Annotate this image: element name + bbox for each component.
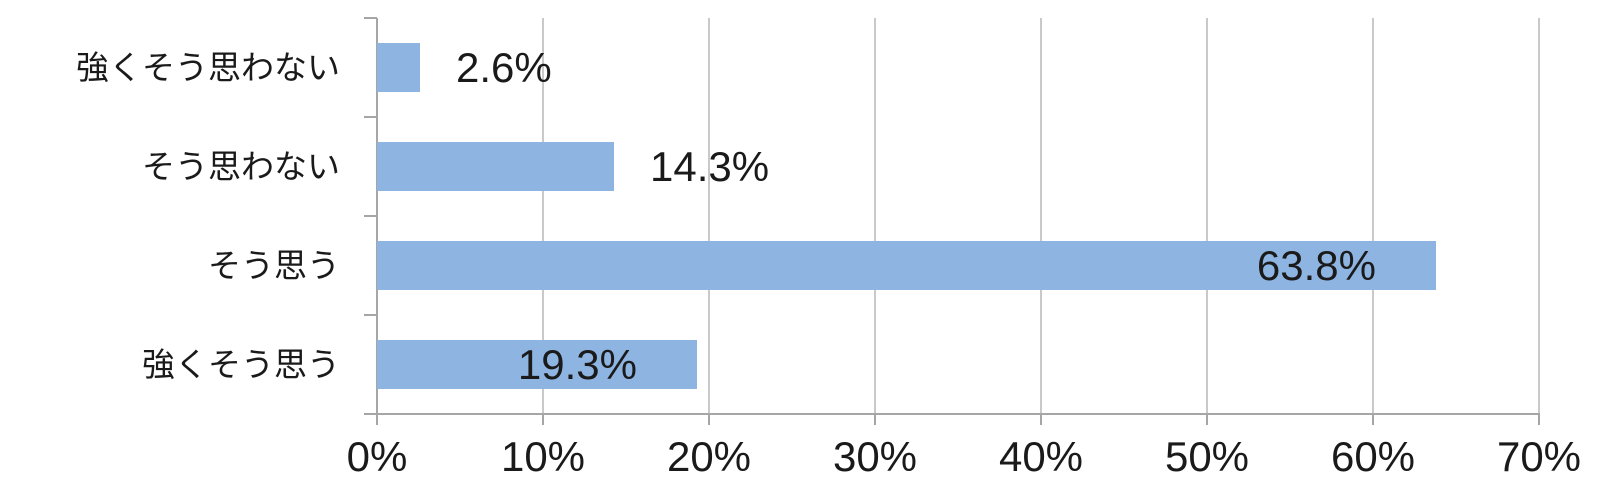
value-label: 63.8% [1256, 242, 1376, 289]
bar [377, 142, 614, 191]
x-axis-tick [1206, 414, 1208, 425]
value-label: 2.6% [456, 44, 552, 91]
x-gridline [708, 18, 710, 414]
x-axis-line [364, 413, 1540, 415]
y-axis-line [376, 18, 378, 414]
x-axis-tick-label: 70% [1496, 433, 1582, 480]
category-label: そう思わない [142, 148, 340, 185]
x-gridline [1206, 18, 1208, 414]
x-axis-tick [542, 414, 544, 425]
value-label: 19.3% [517, 341, 637, 388]
bar [377, 340, 697, 389]
category-label: 強くそう思わない [76, 49, 340, 86]
x-axis-tick [874, 414, 876, 425]
y-axis-tick [364, 314, 377, 316]
x-axis-tick-label: 50% [1164, 433, 1250, 480]
x-gridline [542, 18, 544, 414]
x-axis-tick-label: 20% [666, 433, 752, 480]
x-axis-tick-label: 30% [832, 433, 918, 480]
bar [377, 241, 1436, 290]
y-axis-tick [364, 116, 377, 118]
y-axis-tick [364, 215, 377, 217]
x-axis-tick [1040, 414, 1042, 425]
x-axis-tick-label: 60% [1330, 433, 1416, 480]
x-gridline [874, 18, 876, 414]
x-gridline [1538, 18, 1540, 414]
y-axis-tick [364, 413, 377, 415]
x-axis-tick-label: 40% [998, 433, 1084, 480]
bar [377, 43, 420, 92]
y-axis-tick [364, 17, 377, 19]
x-axis-tick [1538, 414, 1540, 425]
x-axis-tick-label: 0% [346, 433, 408, 480]
value-label: 14.3% [650, 143, 770, 190]
x-axis-tick [1372, 414, 1374, 425]
category-label: 強くそう思う [142, 346, 340, 383]
x-gridline [1372, 18, 1374, 414]
category-label: そう思う [208, 247, 340, 284]
x-axis-tick [376, 414, 378, 425]
x-axis-tick-label: 10% [500, 433, 586, 480]
x-gridline [1040, 18, 1042, 414]
x-axis-tick [708, 414, 710, 425]
